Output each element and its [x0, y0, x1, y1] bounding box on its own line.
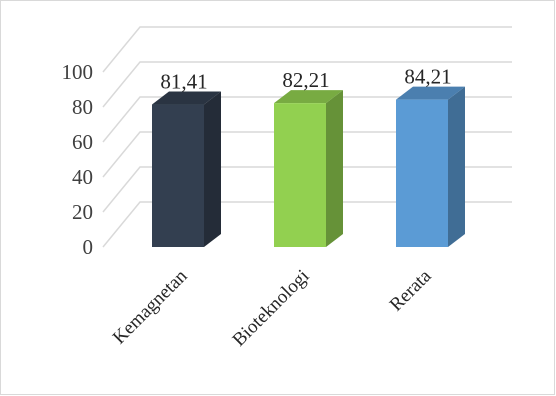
bar-front — [152, 104, 204, 247]
bar — [152, 91, 221, 247]
y-tick-label: 20 — [72, 200, 93, 224]
gridline — [102, 61, 512, 108]
y-axis-ticks: 0 20 40 60 80 100 — [62, 60, 94, 259]
bars — [152, 86, 465, 247]
gridline — [102, 201, 512, 248]
bar — [274, 90, 343, 247]
gridline — [102, 96, 512, 143]
bar-front — [396, 99, 448, 247]
data-label: 84,21 — [404, 65, 451, 89]
y-tick-label: 40 — [72, 165, 93, 189]
y-tick-label: 80 — [72, 95, 93, 119]
bar-side — [448, 86, 465, 247]
bar-side — [326, 90, 343, 247]
gridline — [102, 166, 512, 213]
bar-top — [274, 90, 343, 104]
data-labels: 81,41 82,21 84,21 — [160, 65, 451, 94]
y-tick-label: 100 — [62, 60, 94, 84]
gridlines — [102, 26, 512, 248]
bar-top — [396, 86, 465, 100]
y-tick-label: 60 — [72, 130, 93, 154]
data-label: 81,41 — [160, 70, 207, 94]
y-tick-label: 0 — [83, 235, 94, 259]
bar — [396, 86, 465, 247]
gridline — [102, 131, 512, 178]
bar-top — [152, 91, 221, 105]
gridline — [102, 26, 512, 73]
bar-side — [204, 91, 221, 247]
bar-front — [274, 103, 326, 247]
data-label: 82,21 — [282, 68, 329, 92]
